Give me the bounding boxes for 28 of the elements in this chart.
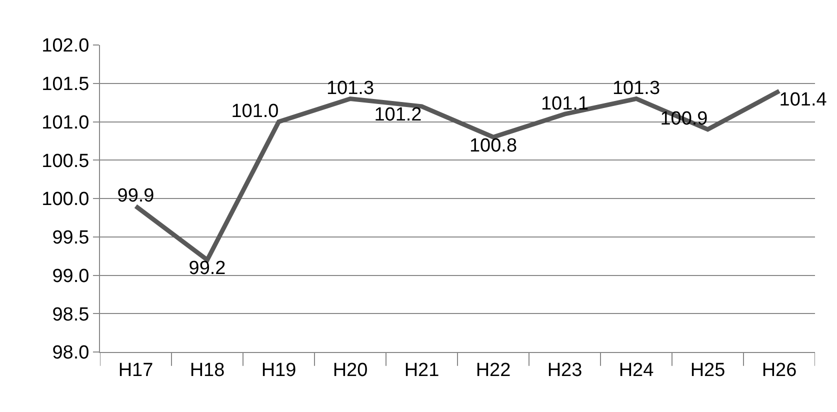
data-label: 101.4 (779, 89, 828, 110)
data-label: 101.3 (326, 78, 374, 99)
x-tick-label: H24 (618, 360, 654, 381)
y-tick-label: 99.0 (52, 266, 90, 287)
data-label: 101.3 (612, 78, 660, 99)
data-label: 99.9 (117, 185, 154, 206)
x-tick-label: H20 (332, 360, 368, 381)
data-label: 101.0 (231, 101, 279, 122)
x-tick-label: H22 (476, 360, 511, 381)
y-tick-label: 100.0 (42, 189, 90, 210)
y-tick-label: 100.5 (42, 150, 90, 172)
x-tick-label: H17 (118, 360, 154, 381)
x-tick-label: H26 (762, 360, 797, 381)
x-tick-label: H23 (547, 360, 582, 381)
x-tick-label: H25 (690, 360, 726, 381)
y-tick-label: 101.5 (42, 74, 90, 96)
y-tick-label: 101.0 (42, 112, 90, 134)
y-tick-label: 98.0 (52, 342, 90, 364)
y-tick-label: 102.0 (42, 36, 90, 57)
x-tick-label: H19 (261, 360, 296, 381)
x-tick-label: H18 (190, 360, 225, 381)
data-label: 100.8 (469, 135, 518, 156)
y-tick-label: 99.5 (52, 228, 90, 249)
y-tick-label: 98.5 (52, 304, 90, 326)
data-label: 101.1 (540, 93, 589, 114)
data-label: 99.2 (188, 258, 226, 280)
x-tick-label: H21 (404, 360, 440, 381)
data-label: 101.2 (374, 104, 422, 126)
